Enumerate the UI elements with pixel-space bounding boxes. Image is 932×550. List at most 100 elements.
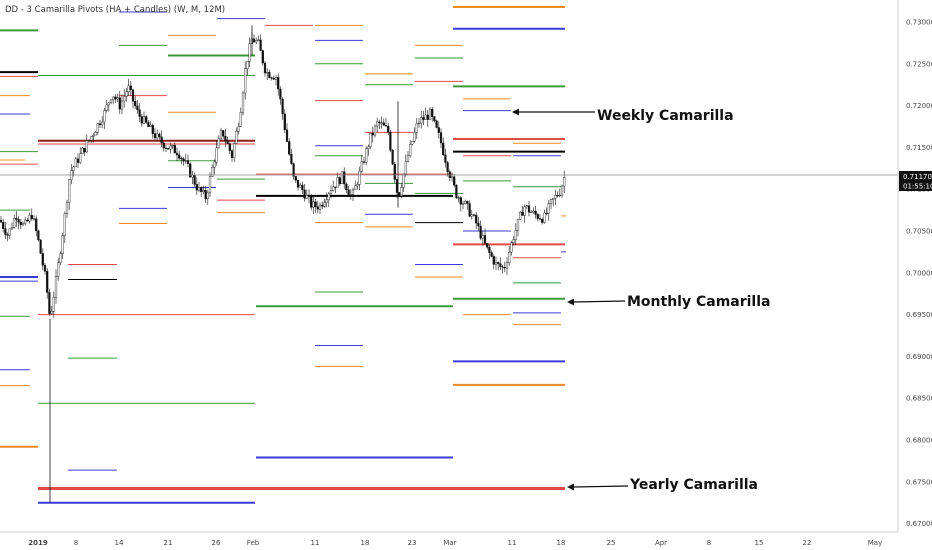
candle-body — [356, 184, 359, 187]
candle-body — [116, 97, 119, 100]
x-tick-label: Feb — [247, 539, 260, 547]
candle-body — [147, 122, 150, 127]
candle-body — [235, 130, 238, 144]
candle-body — [292, 163, 295, 177]
candle-body — [6, 234, 9, 236]
current-price-label: 0.71170 — [903, 173, 932, 181]
candle-body — [85, 140, 88, 153]
candle-body — [483, 235, 487, 244]
candle-body — [244, 68, 247, 94]
candle-body — [464, 200, 467, 204]
candle-body — [343, 171, 346, 185]
candle-body — [516, 218, 520, 231]
candle-body — [329, 190, 333, 194]
x-tick-label: 18 — [361, 539, 370, 547]
candle-body — [428, 108, 432, 120]
candle-body — [200, 187, 203, 192]
candle-body — [393, 163, 396, 180]
candle-body — [153, 133, 157, 139]
candle-body — [107, 102, 110, 106]
candle-body — [475, 214, 478, 224]
candle-body — [477, 222, 480, 227]
candle-body — [241, 92, 245, 113]
annotation-arrow-head — [512, 108, 519, 116]
candle-body — [514, 230, 517, 241]
candle-body — [180, 158, 183, 160]
candle-body — [204, 190, 207, 199]
candle-body — [158, 133, 161, 138]
x-tick-label: 14 — [115, 539, 124, 547]
candle-body — [354, 185, 357, 191]
candle-body — [316, 206, 319, 210]
candle-body — [398, 192, 401, 196]
candle-body — [365, 148, 368, 163]
candle-body — [173, 145, 176, 154]
candle-body — [466, 200, 469, 204]
candle-body — [556, 195, 559, 197]
candle-body — [268, 72, 271, 78]
candle-body — [230, 150, 234, 158]
candle-body — [450, 176, 454, 178]
candle-body — [490, 252, 493, 257]
candle-body — [0, 219, 3, 223]
candle-body — [167, 148, 170, 150]
candle-body — [171, 145, 174, 147]
candle-body — [274, 77, 278, 80]
candle-body — [299, 184, 302, 188]
candle-body — [422, 117, 425, 120]
candle-body — [184, 160, 187, 162]
x-tick-label: 23 — [408, 539, 417, 547]
x-tick-label: 26 — [212, 539, 221, 547]
candle-body — [325, 199, 328, 203]
candle-body — [549, 199, 553, 204]
candle-body — [369, 133, 372, 148]
candle-body — [118, 97, 121, 110]
candle-body — [554, 195, 557, 199]
candle-body — [505, 262, 509, 269]
x-tick-label: 8 — [707, 539, 711, 547]
candle-body — [277, 77, 280, 90]
candle-body — [532, 210, 535, 213]
candle-body — [283, 113, 286, 130]
candle-body — [103, 110, 106, 123]
candle-body — [4, 228, 7, 235]
candle-body — [404, 161, 407, 175]
candle-body — [512, 239, 515, 243]
candle-body — [420, 117, 423, 124]
candle-body — [312, 201, 315, 208]
candle-body — [310, 196, 313, 208]
candle-body — [131, 89, 135, 102]
candle-body — [160, 136, 163, 144]
candle-body — [424, 114, 427, 120]
candle-body — [431, 108, 434, 117]
candle-body — [8, 228, 11, 236]
candle-body — [472, 214, 476, 216]
candle-body — [290, 153, 293, 164]
candle-body — [109, 99, 113, 104]
candle-body — [340, 171, 344, 184]
x-tick-label: 25 — [607, 539, 616, 547]
candle-body — [182, 158, 185, 162]
x-tick-label: 8 — [74, 539, 78, 547]
candle-body — [169, 145, 172, 150]
candle-body — [415, 123, 418, 133]
candle-body — [193, 175, 196, 185]
candle-body — [120, 100, 124, 110]
candle-body — [15, 218, 18, 220]
candles — [0, 25, 566, 503]
candle-body — [563, 177, 566, 187]
candle-body — [101, 121, 104, 126]
candle-body — [54, 276, 58, 298]
candle-body — [380, 122, 383, 124]
candle-body — [136, 105, 139, 111]
candle-body — [39, 239, 42, 254]
candle-body — [510, 242, 513, 253]
candle-body — [279, 88, 282, 100]
candle-body — [387, 125, 390, 133]
candle-body — [481, 235, 484, 239]
